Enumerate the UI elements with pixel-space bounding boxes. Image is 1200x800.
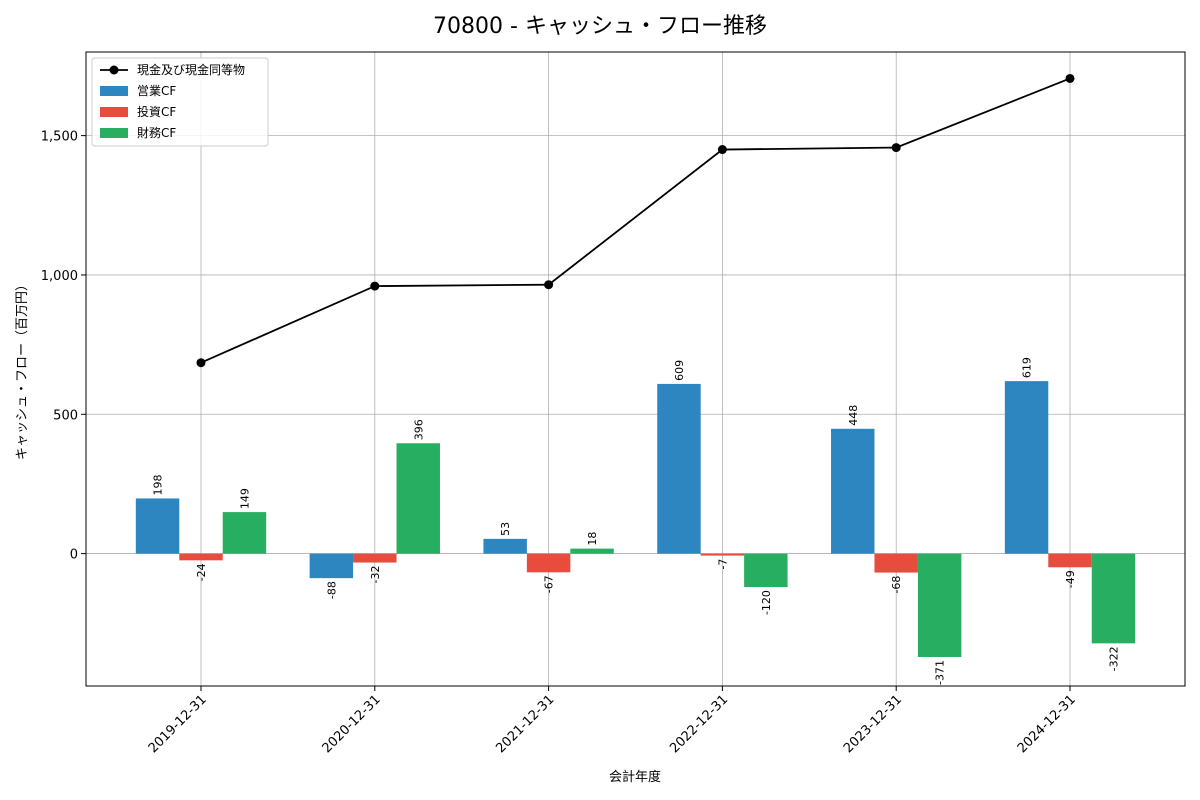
bar-投資CF <box>179 553 223 561</box>
data-label: 18 <box>586 532 599 546</box>
legend-label: 財務CF <box>137 125 176 140</box>
cash-point <box>196 358 206 368</box>
bar-series <box>135 381 1136 658</box>
cash-point <box>544 280 554 290</box>
cash-line <box>200 77 1071 364</box>
legend-label: 営業CF <box>137 84 176 98</box>
data-label: -24 <box>195 563 208 581</box>
y-axis: 0 500 1,000 1,500 <box>41 130 86 563</box>
bar-投資CF <box>700 553 745 556</box>
bar-投資CF <box>1048 553 1092 568</box>
x-axis-label: 会計年度 <box>609 769 661 785</box>
plot-area-frame <box>85 51 1186 687</box>
legend-box <box>91 57 269 147</box>
data-label: 396 <box>412 419 425 440</box>
bar-投資CF <box>874 553 918 573</box>
data-label: -120 <box>760 590 773 615</box>
data-label: -371 <box>934 660 947 685</box>
x-tick-label: 2019-12-31 <box>146 692 210 756</box>
data-label: -68 <box>890 576 903 594</box>
legend-bar-swatch <box>100 86 128 96</box>
bar-営業CF <box>657 383 701 554</box>
data-label: -322 <box>1107 646 1120 671</box>
bar-投資CF <box>526 553 571 573</box>
y-tick-label: 500 <box>53 408 78 423</box>
chart-title: 70800 - キャッシュ・フロー推移 <box>433 14 767 39</box>
y-axis-label: キャッシュ・フロー（百万円） <box>15 278 30 460</box>
data-label: 53 <box>499 522 512 536</box>
legend-marker <box>109 65 119 75</box>
data-label: -49 <box>1064 570 1077 588</box>
x-tick-label: 2024-12-31 <box>1015 692 1079 756</box>
data-label: 609 <box>673 360 686 381</box>
data-label: 448 <box>847 405 860 426</box>
bar-財務CF <box>570 548 614 554</box>
x-axis: 2019-12-31 2020-12-31 2021-12-31 2022-12-31… <box>146 686 1079 756</box>
legend-bar-swatch <box>100 128 128 138</box>
bar-営業CF <box>483 538 527 554</box>
bar-財務CF <box>1091 553 1136 644</box>
data-label: -88 <box>325 581 338 599</box>
cash-line-series <box>196 73 1075 368</box>
data-label: 619 <box>1021 357 1034 378</box>
bar-営業CF <box>831 428 875 554</box>
cash-point <box>717 145 727 155</box>
data-labels: 198 -88 53 609 448 619 -24 -32 -67 -7 -68 -49 149 396… <box>152 357 1121 685</box>
cash-point <box>370 281 380 291</box>
data-label: -7 <box>716 559 729 570</box>
data-label: 198 <box>152 474 165 495</box>
data-label: -67 <box>543 575 556 593</box>
legend-label: 現金及び現金同等物 <box>137 62 245 77</box>
bar-営業CF <box>1004 381 1049 554</box>
legend-bar-swatch <box>100 107 128 117</box>
bar-投資CF <box>353 553 397 563</box>
data-label: 149 <box>238 488 251 509</box>
data-label: -32 <box>369 566 382 584</box>
bar-営業CF <box>309 553 354 579</box>
x-tick-label: 2022-12-31 <box>667 692 731 756</box>
grid-lines <box>86 52 1185 686</box>
bar-財務CF <box>222 512 267 554</box>
bar-財務CF <box>744 553 788 588</box>
bar-財務CF <box>396 443 440 554</box>
x-tick-label: 2021-12-31 <box>493 692 557 756</box>
x-tick-label: 2020-12-31 <box>320 692 384 756</box>
y-tick-label: 0 <box>70 548 78 563</box>
bar-財務CF <box>917 553 962 658</box>
cash-point <box>1065 73 1075 83</box>
legend-label: 投資CF <box>137 104 176 119</box>
y-tick-label: 1,000 <box>41 269 78 284</box>
bar-営業CF <box>135 498 180 554</box>
cash-point <box>891 143 901 153</box>
x-tick-label: 2023-12-31 <box>841 692 905 756</box>
y-tick-label: 1,500 <box>41 130 78 145</box>
